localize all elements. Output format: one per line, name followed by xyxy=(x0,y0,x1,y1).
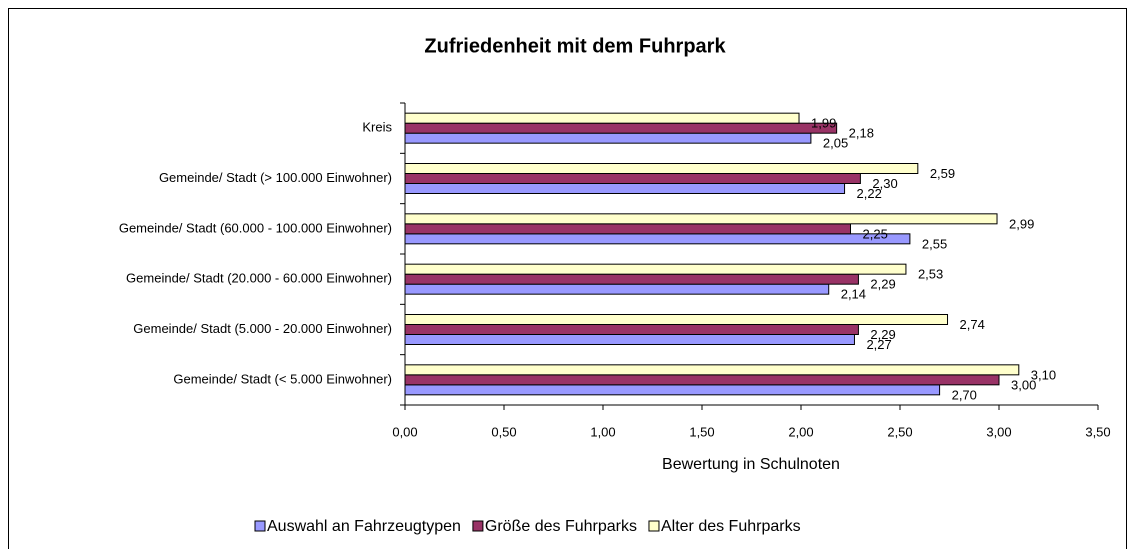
x-axis-title: Bewertung in Schulnoten xyxy=(662,456,840,473)
bar xyxy=(404,163,919,174)
value-label: 2,29 xyxy=(870,277,895,292)
y-tick-label: Gemeinde/ Stadt (> 100.000 Einwohner) xyxy=(159,170,392,185)
value-label: 2,55 xyxy=(922,236,947,251)
bar xyxy=(404,173,861,184)
legend-swatch xyxy=(254,520,266,532)
value-label: 2,53 xyxy=(918,267,943,282)
bar xyxy=(404,183,846,194)
value-label: 2,29 xyxy=(870,327,895,342)
value-label: 2,30 xyxy=(872,176,897,191)
legend-label: Alter des Fuhrparks xyxy=(661,518,801,535)
y-tick-label: Gemeinde/ Stadt (5.000 - 20.000 Einwohne… xyxy=(133,321,392,336)
chart-title: Zufriedenheit mit dem Fuhrpark xyxy=(424,35,726,57)
bar xyxy=(404,374,1000,386)
y-tick-label: Gemeinde/ Stadt (60.000 - 100.000 Einwoh… xyxy=(119,220,392,235)
bar xyxy=(404,213,998,225)
value-label: 2,18 xyxy=(849,126,874,141)
bar xyxy=(404,122,838,134)
x-tick-label: 2,00 xyxy=(788,424,813,439)
value-label: 2,99 xyxy=(1009,216,1034,231)
bar xyxy=(404,263,907,275)
value-label: 2,27 xyxy=(866,337,891,352)
bar xyxy=(404,132,812,144)
value-label: 2,05 xyxy=(823,136,848,151)
value-label: 3,00 xyxy=(1011,377,1036,392)
bar xyxy=(404,324,859,335)
value-label: 2,22 xyxy=(857,186,882,201)
legend-label: Größe des Fuhrparks xyxy=(485,518,637,535)
bar xyxy=(404,223,851,235)
legend-swatch xyxy=(472,520,484,532)
x-tick-label: 0,00 xyxy=(392,424,417,439)
bar xyxy=(404,112,800,124)
value-label: 2,74 xyxy=(960,317,985,332)
bar xyxy=(404,283,830,295)
value-label: 3,10 xyxy=(1031,367,1056,382)
value-label: 2,70 xyxy=(952,387,977,402)
bar xyxy=(404,314,949,325)
x-tick-label: 3,00 xyxy=(986,424,1011,439)
bar xyxy=(404,384,941,396)
x-tick-label: 1,00 xyxy=(590,424,615,439)
bar xyxy=(404,233,911,245)
bar xyxy=(404,364,1020,376)
y-tick-label: Kreis xyxy=(362,120,392,135)
x-tick-label: 2,50 xyxy=(887,424,912,439)
y-tick-label: Gemeinde/ Stadt (20.000 - 60.000 Einwohn… xyxy=(126,271,392,286)
x-tick-label: 0,50 xyxy=(491,424,516,439)
bar xyxy=(404,334,855,345)
x-tick-label: 3,50 xyxy=(1085,424,1110,439)
legend-swatch xyxy=(648,520,660,532)
value-label: 2,25 xyxy=(863,226,888,241)
value-label: 2,14 xyxy=(841,287,866,302)
x-tick-label: 1,50 xyxy=(689,424,714,439)
value-label: 2,59 xyxy=(930,166,955,181)
value-label: 1,99 xyxy=(811,116,836,131)
bar xyxy=(404,273,859,285)
legend-label: Auswahl an Fahrzeugtypen xyxy=(267,518,461,535)
y-tick-label: Gemeinde/ Stadt (< 5.000 Einwohner) xyxy=(173,371,392,386)
